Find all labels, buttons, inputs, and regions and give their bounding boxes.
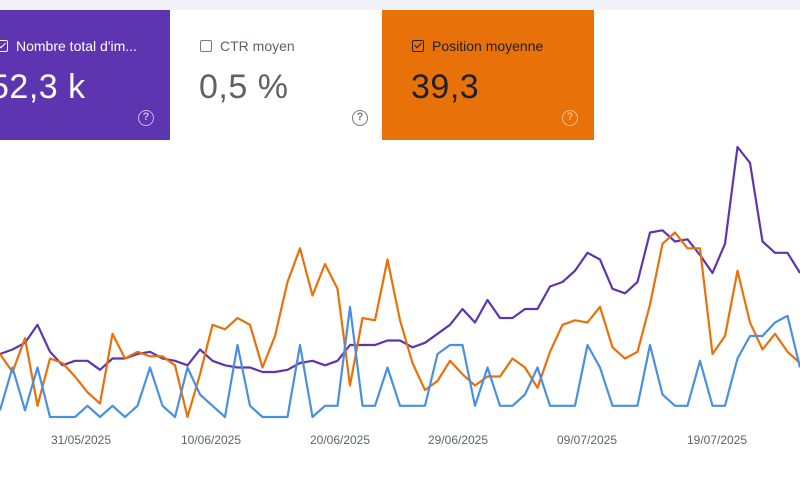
help-icon[interactable]: ? [562, 110, 578, 126]
x-tick-label: 10/06/2025 [181, 433, 241, 447]
ctr-checkbox[interactable] [200, 40, 212, 52]
impressions-checkbox[interactable] [0, 40, 8, 52]
x-tick-label: 19/07/2025 [687, 433, 747, 447]
impressions-label: Nombre total d'im... [16, 38, 137, 54]
x-tick-label: 20/06/2025 [310, 433, 370, 447]
x-tick-label: 29/06/2025 [428, 433, 488, 447]
position-label: Position moyenne [432, 38, 544, 54]
top-bar [0, 0, 800, 10]
position-value: 39,3 [411, 68, 480, 106]
help-icon[interactable]: ? [138, 110, 154, 126]
performance-chart[interactable]: 31/05/2025 10/06/2025 20/06/2025 29/06/2… [0, 140, 800, 480]
ctr-label: CTR moyen [220, 38, 295, 54]
impressions-series-line [0, 145, 800, 374]
help-icon[interactable]: ? [352, 110, 368, 126]
position-checkbox[interactable] [412, 40, 424, 52]
ctr-value: 0,5 % [199, 68, 289, 106]
x-tick-label: 09/07/2025 [557, 433, 617, 447]
position-series-line [0, 231, 800, 419]
position-card-title: Position moyenne [382, 38, 594, 54]
impressions-card[interactable]: Nombre total d'im... 52,3 k ? [0, 10, 170, 140]
series-layer [0, 145, 800, 419]
position-card[interactable]: Position moyenne 39,3 ? [382, 10, 594, 140]
x-axis-ticks: 31/05/2025 10/06/2025 20/06/2025 29/06/2… [51, 433, 747, 447]
impressions-value: 52,3 k [0, 68, 86, 106]
impressions-card-title: Nombre total d'im... [0, 38, 170, 54]
ctr-card[interactable]: CTR moyen 0,5 % ? [170, 10, 382, 140]
x-tick-label: 31/05/2025 [51, 433, 111, 447]
ctr-card-title: CTR moyen [170, 38, 382, 54]
ctr-series-line [0, 305, 800, 419]
